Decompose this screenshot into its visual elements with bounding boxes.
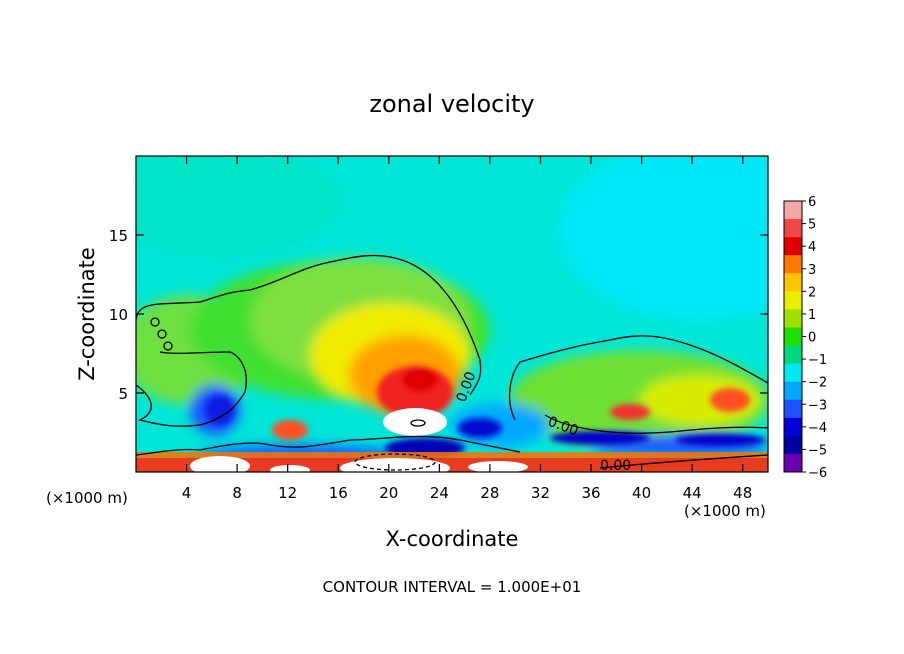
colorbar-swatch <box>784 417 802 437</box>
x-tick-label: 36 <box>581 484 600 502</box>
colorbar-swatch <box>784 255 802 274</box>
colorbar-swatch <box>784 345 802 365</box>
field-blue-blob-a <box>550 431 650 445</box>
colorbar-label: −3 <box>808 398 827 413</box>
field-upper-left-teal <box>136 156 340 255</box>
contour-small-loop-b <box>157 329 167 339</box>
y-axis-label: Z-coordinate <box>75 247 99 381</box>
y-tick-label: 10 <box>109 306 128 324</box>
field-white-core-d <box>270 465 310 472</box>
y-tick-label: 5 <box>118 385 128 403</box>
x-unit-left: (×1000 m) <box>46 489 128 507</box>
x-tick-label: 20 <box>379 484 398 502</box>
x-tick-label: 24 <box>430 484 449 502</box>
y-axis-ticks: 5 10 15 <box>109 227 768 403</box>
colorbar-swatch <box>784 291 802 310</box>
colorbar-swatch <box>784 201 802 220</box>
field-red-blob-b <box>610 404 650 420</box>
contour-lines <box>136 254 768 471</box>
contour-zero-right-dome <box>508 335 768 421</box>
contour-zero-base <box>136 435 521 456</box>
colorbar-swatch <box>784 381 802 401</box>
field-red-blob-a <box>272 420 308 440</box>
x-axis-ticks: 4 8 12 16 20 24 28 32 36 40 44 48 <box>182 156 752 502</box>
colorbar: 6 5 4 3 2 1 0 −1 −2 −3 −4 −5 −6 <box>783 195 827 481</box>
field-white-core-a <box>383 408 447 436</box>
x-tick-label: 32 <box>531 484 550 502</box>
colorbar-swatch <box>784 327 802 347</box>
colorbar-swatch <box>784 309 802 328</box>
x-unit-right: (×1000 m) <box>684 502 766 520</box>
x-tick-label: 44 <box>683 484 702 502</box>
colorbar-label: 6 <box>808 195 816 210</box>
colorbar-label: −1 <box>808 353 827 368</box>
field-blue-blob-b <box>675 434 765 446</box>
colorbar-label: 2 <box>808 285 816 300</box>
field-upper-right-cyan <box>560 156 768 320</box>
contour-dome-core <box>410 419 426 427</box>
contour-negative-dashed <box>354 453 436 471</box>
colorbar-label: 1 <box>808 308 816 323</box>
colorbar-label: 5 <box>808 218 816 233</box>
colorbar-label: 4 <box>808 240 816 255</box>
colorbar-label: −4 <box>808 421 827 436</box>
contour-zero-upper <box>136 254 482 396</box>
colorbar-swatch <box>784 237 802 256</box>
x-axis-label: X-coordinate <box>386 527 519 551</box>
contour-zero-lower-left <box>136 351 247 427</box>
colorbar-label: 3 <box>808 263 816 278</box>
x-tick-label: 16 <box>329 484 348 502</box>
colorbar-label: −6 <box>808 466 827 481</box>
x-tick-label: 40 <box>632 484 651 502</box>
x-tick-label: 28 <box>480 484 499 502</box>
colorbar-label: 0 <box>808 331 816 346</box>
x-tick-label: 4 <box>182 484 192 502</box>
colorbar-label: −2 <box>808 376 827 391</box>
field-white-core-e <box>468 461 528 472</box>
chart-title: zonal velocity <box>369 90 534 118</box>
contour-small-loop-c <box>163 341 173 351</box>
colorbar-swatch <box>784 219 802 238</box>
colorbar-label: −5 <box>808 443 827 458</box>
colorbar-swatch <box>784 273 802 292</box>
colorbar-swatch <box>784 363 802 383</box>
contour-label-3: 0.00 <box>600 458 631 474</box>
field-blue-blob-c <box>206 395 234 425</box>
colorbar-swatch <box>784 453 802 473</box>
field-blue-blob-d <box>458 418 502 438</box>
y-tick-label: 15 <box>109 227 128 245</box>
colorbar-swatch <box>784 399 802 419</box>
x-tick-label: 12 <box>278 484 297 502</box>
field-right-green <box>510 350 768 450</box>
contour-small-loop-a <box>150 317 160 327</box>
field-white-core-b <box>190 456 250 472</box>
field-white-core-c <box>340 458 450 472</box>
contour-zero-right-lower <box>544 414 768 434</box>
contour-zero-right-base <box>599 454 768 469</box>
velocity-field: 0.00 0.00 0.00 <box>136 156 768 474</box>
field-right-yellow <box>640 375 760 425</box>
colorbar-swatch <box>784 435 802 455</box>
x-tick-label: 48 <box>733 484 752 502</box>
field-red-blob-c <box>710 388 750 412</box>
contour-interval-note: CONTOUR INTERVAL = 1.000E+01 <box>323 578 582 596</box>
field-dome-core <box>402 368 438 392</box>
x-tick-label: 8 <box>232 484 242 502</box>
